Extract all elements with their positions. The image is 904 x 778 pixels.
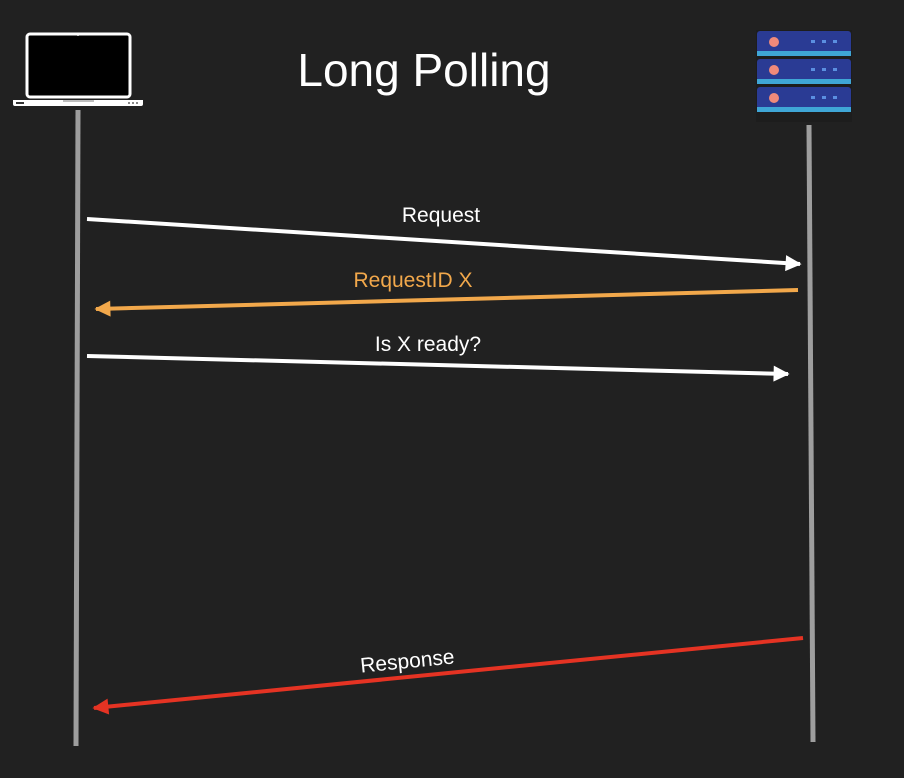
- request-arrow: [86, 217, 802, 272]
- requestid-arrow: [94, 288, 799, 317]
- request-message: Request: [86, 204, 802, 272]
- laptop-icon: [13, 32, 143, 106]
- requestid-message: RequestID X: [94, 269, 799, 317]
- is-ready-label: Is X ready?: [375, 333, 481, 356]
- requestid-label: RequestID X: [353, 269, 472, 292]
- request-label: Request: [402, 204, 480, 227]
- response-message: Response: [92, 636, 804, 715]
- is-ready-message: Is X ready?: [86, 333, 790, 382]
- response-arrow: [92, 636, 804, 715]
- server-rack-icon: [756, 30, 852, 122]
- server-lifeline: [806, 124, 816, 743]
- diagram-title: Long Polling: [297, 44, 550, 96]
- is-ready-arrow: [86, 354, 790, 382]
- client-lifeline: [73, 109, 81, 747]
